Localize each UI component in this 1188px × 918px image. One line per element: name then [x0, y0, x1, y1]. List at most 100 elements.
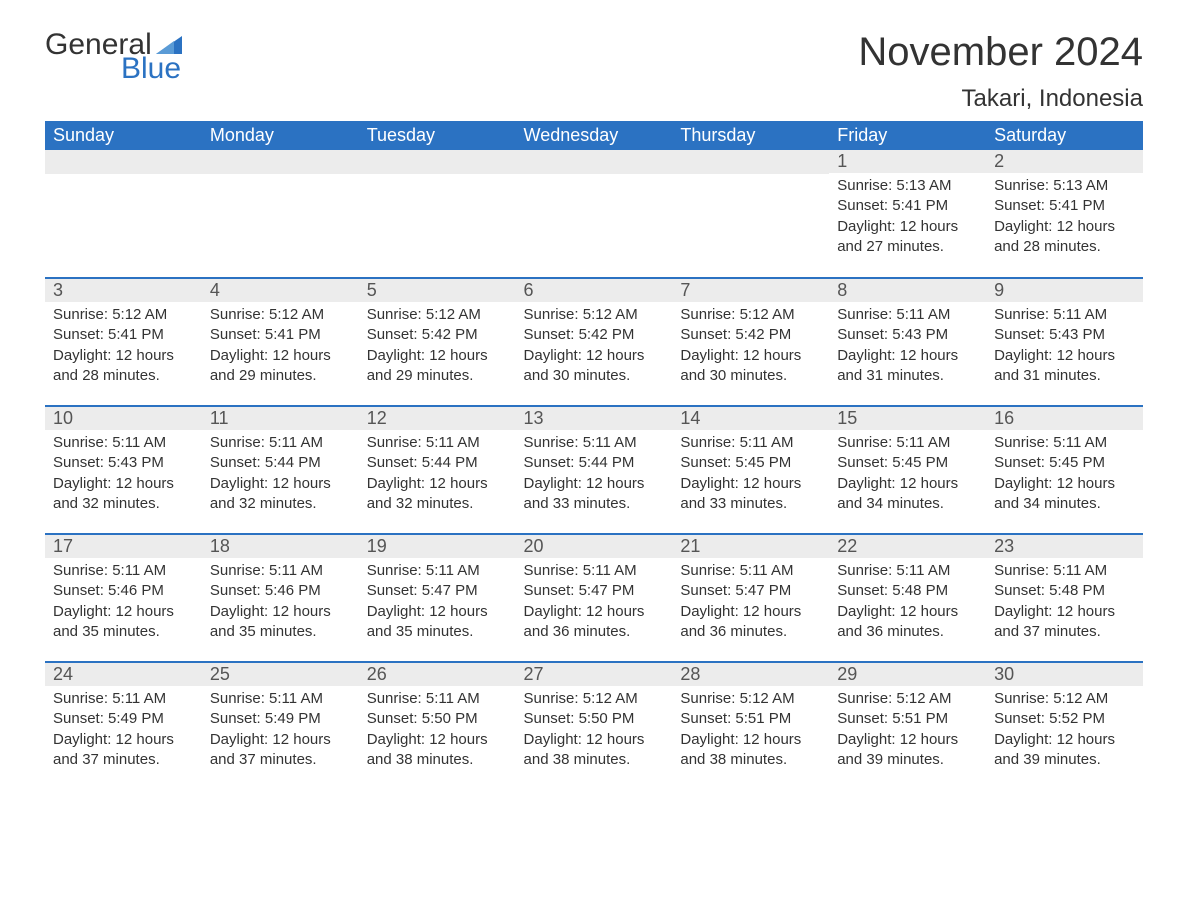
day-number: 17: [45, 535, 202, 558]
day-body: [516, 174, 673, 185]
day-body: Sunrise: 5:13 AMSunset: 5:41 PMDaylight:…: [829, 173, 986, 265]
day-header: Tuesday: [359, 121, 516, 150]
day-body: Sunrise: 5:11 AMSunset: 5:44 PMDaylight:…: [202, 430, 359, 522]
calendar-day: 9Sunrise: 5:11 AMSunset: 5:43 PMDaylight…: [986, 278, 1143, 406]
calendar-day: 20Sunrise: 5:11 AMSunset: 5:47 PMDayligh…: [516, 534, 673, 662]
day-number: 18: [202, 535, 359, 558]
calendar-week: 10Sunrise: 5:11 AMSunset: 5:43 PMDayligh…: [45, 406, 1143, 534]
day-number: 29: [829, 663, 986, 686]
day-number: 12: [359, 407, 516, 430]
calendar-day: 7Sunrise: 5:12 AMSunset: 5:42 PMDaylight…: [672, 278, 829, 406]
day-body: Sunrise: 5:12 AMSunset: 5:41 PMDaylight:…: [45, 302, 202, 394]
day-number: 3: [45, 279, 202, 302]
calendar-day: 29Sunrise: 5:12 AMSunset: 5:51 PMDayligh…: [829, 662, 986, 790]
day-number: 7: [672, 279, 829, 302]
brand-word2: Blue: [121, 54, 182, 84]
day-body: Sunrise: 5:11 AMSunset: 5:45 PMDaylight:…: [986, 430, 1143, 522]
calendar-day: 28Sunrise: 5:12 AMSunset: 5:51 PMDayligh…: [672, 662, 829, 790]
day-header: Thursday: [672, 121, 829, 150]
day-number: 28: [672, 663, 829, 686]
day-number: 4: [202, 279, 359, 302]
day-body: Sunrise: 5:11 AMSunset: 5:44 PMDaylight:…: [359, 430, 516, 522]
day-body: Sunrise: 5:11 AMSunset: 5:47 PMDaylight:…: [672, 558, 829, 650]
day-number: 8: [829, 279, 986, 302]
day-number: [45, 150, 202, 174]
day-body: Sunrise: 5:12 AMSunset: 5:42 PMDaylight:…: [672, 302, 829, 394]
calendar-day: 21Sunrise: 5:11 AMSunset: 5:47 PMDayligh…: [672, 534, 829, 662]
calendar-day: 25Sunrise: 5:11 AMSunset: 5:49 PMDayligh…: [202, 662, 359, 790]
day-number: 19: [359, 535, 516, 558]
flag-icon: [156, 34, 182, 54]
day-body: [359, 174, 516, 185]
day-number: 21: [672, 535, 829, 558]
month-title: November 2024: [858, 30, 1143, 75]
calendar-day: 1Sunrise: 5:13 AMSunset: 5:41 PMDaylight…: [829, 150, 986, 278]
day-number: 14: [672, 407, 829, 430]
day-number: 1: [829, 150, 986, 173]
day-body: Sunrise: 5:12 AMSunset: 5:51 PMDaylight:…: [829, 686, 986, 778]
day-number: 22: [829, 535, 986, 558]
page-header: General Blue November 2024 Takari, Indon…: [45, 30, 1143, 113]
day-header: Saturday: [986, 121, 1143, 150]
calendar-day: 27Sunrise: 5:12 AMSunset: 5:50 PMDayligh…: [516, 662, 673, 790]
day-body: Sunrise: 5:11 AMSunset: 5:48 PMDaylight:…: [986, 558, 1143, 650]
location-label: Takari, Indonesia: [858, 85, 1143, 113]
calendar-day: 22Sunrise: 5:11 AMSunset: 5:48 PMDayligh…: [829, 534, 986, 662]
day-number: [202, 150, 359, 174]
day-number: 24: [45, 663, 202, 686]
day-body: [45, 174, 202, 185]
calendar-day: 2Sunrise: 5:13 AMSunset: 5:41 PMDaylight…: [986, 150, 1143, 278]
day-number: 10: [45, 407, 202, 430]
calendar-day: 8Sunrise: 5:11 AMSunset: 5:43 PMDaylight…: [829, 278, 986, 406]
calendar-day: 12Sunrise: 5:11 AMSunset: 5:44 PMDayligh…: [359, 406, 516, 534]
day-header: Monday: [202, 121, 359, 150]
calendar-day: 13Sunrise: 5:11 AMSunset: 5:44 PMDayligh…: [516, 406, 673, 534]
day-body: [202, 174, 359, 185]
day-number: 9: [986, 279, 1143, 302]
day-header-row: SundayMondayTuesdayWednesdayThursdayFrid…: [45, 121, 1143, 150]
day-number: 25: [202, 663, 359, 686]
day-number: 13: [516, 407, 673, 430]
day-body: Sunrise: 5:11 AMSunset: 5:43 PMDaylight:…: [829, 302, 986, 394]
day-number: 26: [359, 663, 516, 686]
day-body: Sunrise: 5:12 AMSunset: 5:51 PMDaylight:…: [672, 686, 829, 778]
calendar-day: 5Sunrise: 5:12 AMSunset: 5:42 PMDaylight…: [359, 278, 516, 406]
calendar-day: [202, 150, 359, 278]
day-body: Sunrise: 5:11 AMSunset: 5:45 PMDaylight:…: [829, 430, 986, 522]
calendar-day: 26Sunrise: 5:11 AMSunset: 5:50 PMDayligh…: [359, 662, 516, 790]
calendar-day: [359, 150, 516, 278]
day-body: [672, 174, 829, 185]
calendar-day: 16Sunrise: 5:11 AMSunset: 5:45 PMDayligh…: [986, 406, 1143, 534]
calendar-day: 6Sunrise: 5:12 AMSunset: 5:42 PMDaylight…: [516, 278, 673, 406]
calendar-day: 15Sunrise: 5:11 AMSunset: 5:45 PMDayligh…: [829, 406, 986, 534]
day-number: 2: [986, 150, 1143, 173]
calendar-day: 30Sunrise: 5:12 AMSunset: 5:52 PMDayligh…: [986, 662, 1143, 790]
day-body: Sunrise: 5:11 AMSunset: 5:47 PMDaylight:…: [516, 558, 673, 650]
day-number: [672, 150, 829, 174]
calendar-day: 17Sunrise: 5:11 AMSunset: 5:46 PMDayligh…: [45, 534, 202, 662]
day-number: 5: [359, 279, 516, 302]
day-body: Sunrise: 5:12 AMSunset: 5:42 PMDaylight:…: [516, 302, 673, 394]
day-body: Sunrise: 5:11 AMSunset: 5:46 PMDaylight:…: [202, 558, 359, 650]
calendar-day: 14Sunrise: 5:11 AMSunset: 5:45 PMDayligh…: [672, 406, 829, 534]
day-body: Sunrise: 5:12 AMSunset: 5:42 PMDaylight:…: [359, 302, 516, 394]
day-number: 23: [986, 535, 1143, 558]
calendar-day: 19Sunrise: 5:11 AMSunset: 5:47 PMDayligh…: [359, 534, 516, 662]
calendar-day: [516, 150, 673, 278]
calendar-day: 18Sunrise: 5:11 AMSunset: 5:46 PMDayligh…: [202, 534, 359, 662]
day-number: [359, 150, 516, 174]
day-body: Sunrise: 5:11 AMSunset: 5:45 PMDaylight:…: [672, 430, 829, 522]
calendar-table: SundayMondayTuesdayWednesdayThursdayFrid…: [45, 121, 1143, 790]
day-body: Sunrise: 5:12 AMSunset: 5:50 PMDaylight:…: [516, 686, 673, 778]
day-header: Wednesday: [516, 121, 673, 150]
day-header: Sunday: [45, 121, 202, 150]
calendar-day: 23Sunrise: 5:11 AMSunset: 5:48 PMDayligh…: [986, 534, 1143, 662]
day-number: [516, 150, 673, 174]
day-header: Friday: [829, 121, 986, 150]
day-number: 6: [516, 279, 673, 302]
day-body: Sunrise: 5:12 AMSunset: 5:52 PMDaylight:…: [986, 686, 1143, 778]
calendar-day: [45, 150, 202, 278]
day-number: 11: [202, 407, 359, 430]
day-number: 20: [516, 535, 673, 558]
calendar-week: 1Sunrise: 5:13 AMSunset: 5:41 PMDaylight…: [45, 150, 1143, 278]
